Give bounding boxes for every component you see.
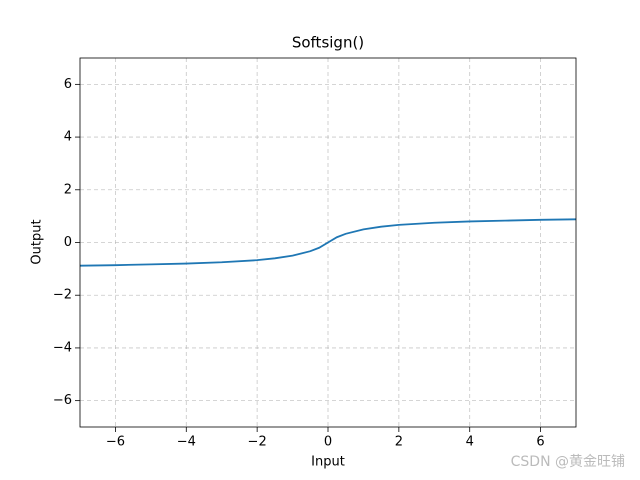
x-tick-label: 0 [324, 435, 332, 450]
chart-title: Softsign() [292, 34, 364, 52]
x-tick-label: 6 [536, 435, 544, 450]
y-tick-label: −4 [53, 340, 72, 355]
x-tick-label: 2 [395, 435, 403, 450]
x-tick-label: −4 [177, 435, 196, 450]
y-tick-label: −2 [53, 288, 72, 303]
y-tick-label: −6 [53, 393, 72, 408]
x-tick-label: 4 [466, 435, 474, 450]
x-tick-label: −6 [106, 435, 125, 450]
y-axis-label: Output [30, 219, 45, 264]
y-tick-label: 0 [64, 235, 72, 250]
y-tick-label: 2 [64, 182, 72, 197]
data-line [79, 218, 577, 267]
y-tick-label: 4 [64, 130, 72, 145]
watermark: CSDN @黄金旺铺 [511, 453, 625, 470]
x-axis-label: Input [311, 455, 345, 470]
x-tick-label: −2 [248, 435, 267, 450]
plot-frame [79, 57, 577, 428]
y-tick-label: 6 [64, 77, 72, 92]
